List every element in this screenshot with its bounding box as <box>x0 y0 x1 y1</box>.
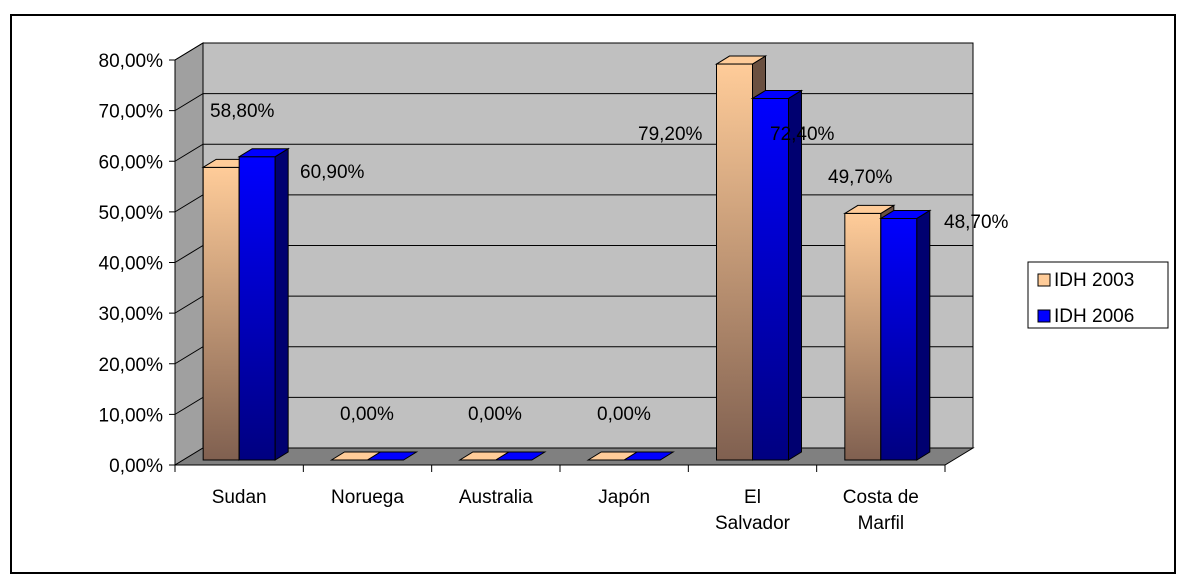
category-label: Australia <box>459 487 533 508</box>
gridline <box>174 42 973 61</box>
category-label: Sudan <box>212 487 267 508</box>
category-label: Japón <box>598 487 650 508</box>
category-label: Noruega <box>331 487 404 508</box>
y-tick-label: 0,00% <box>109 456 163 477</box>
data-label: 48,70% <box>944 212 1009 233</box>
bar-idh-2006-1 <box>365 451 419 461</box>
data-label: 72,40% <box>770 124 835 145</box>
bar-idh-2006-3 <box>622 451 675 461</box>
category-label: Costa de <box>843 487 919 508</box>
data-label: 49,70% <box>828 167 893 188</box>
bar-idh-2006-4 <box>750 89 804 461</box>
y-tick-label: 80,00% <box>99 51 164 72</box>
y-tick-label: 40,00% <box>99 254 164 275</box>
legend-swatch <box>1037 273 1051 287</box>
category-label: El <box>744 487 761 508</box>
data-label: 60,90% <box>300 162 365 183</box>
y-tick-label: 20,00% <box>99 355 164 376</box>
y-tick-label: 30,00% <box>99 304 164 325</box>
bar-idh-2006-2 <box>494 451 547 461</box>
category-label: Salvador <box>715 513 791 534</box>
data-label: 58,80% <box>210 101 275 122</box>
data-label: 0,00% <box>468 404 522 425</box>
data-label: 79,20% <box>638 124 703 145</box>
y-tick-label: 50,00% <box>99 203 164 224</box>
legend-box <box>1027 261 1169 329</box>
legend-label: IDH 2003 <box>1054 270 1134 291</box>
bar-idh-2006-5 <box>879 209 932 461</box>
legend-swatch <box>1037 309 1051 323</box>
category-label: Marfil <box>858 513 904 534</box>
data-label: 0,00% <box>340 404 394 425</box>
legend-label: IDH 2006 <box>1054 306 1134 327</box>
data-label: 0,00% <box>597 404 651 425</box>
y-tick-label: 10,00% <box>99 405 164 426</box>
y-tick-label: 70,00% <box>99 102 164 123</box>
bar-idh-2006-0 <box>237 147 290 461</box>
y-tick-label: 60,00% <box>99 152 164 173</box>
